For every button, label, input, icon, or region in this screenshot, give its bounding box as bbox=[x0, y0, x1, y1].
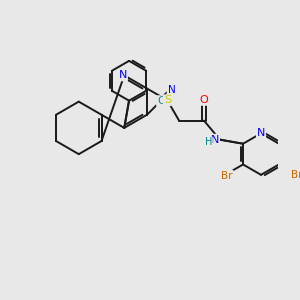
Text: Br: Br bbox=[291, 170, 300, 180]
Text: H: H bbox=[205, 137, 212, 147]
Text: N: N bbox=[211, 135, 219, 145]
Text: S: S bbox=[164, 95, 171, 105]
Text: Br: Br bbox=[221, 171, 233, 181]
Text: O: O bbox=[200, 95, 208, 105]
Text: N: N bbox=[167, 85, 175, 95]
Text: N: N bbox=[257, 128, 265, 138]
Text: N: N bbox=[119, 70, 127, 80]
Text: C: C bbox=[157, 96, 164, 106]
